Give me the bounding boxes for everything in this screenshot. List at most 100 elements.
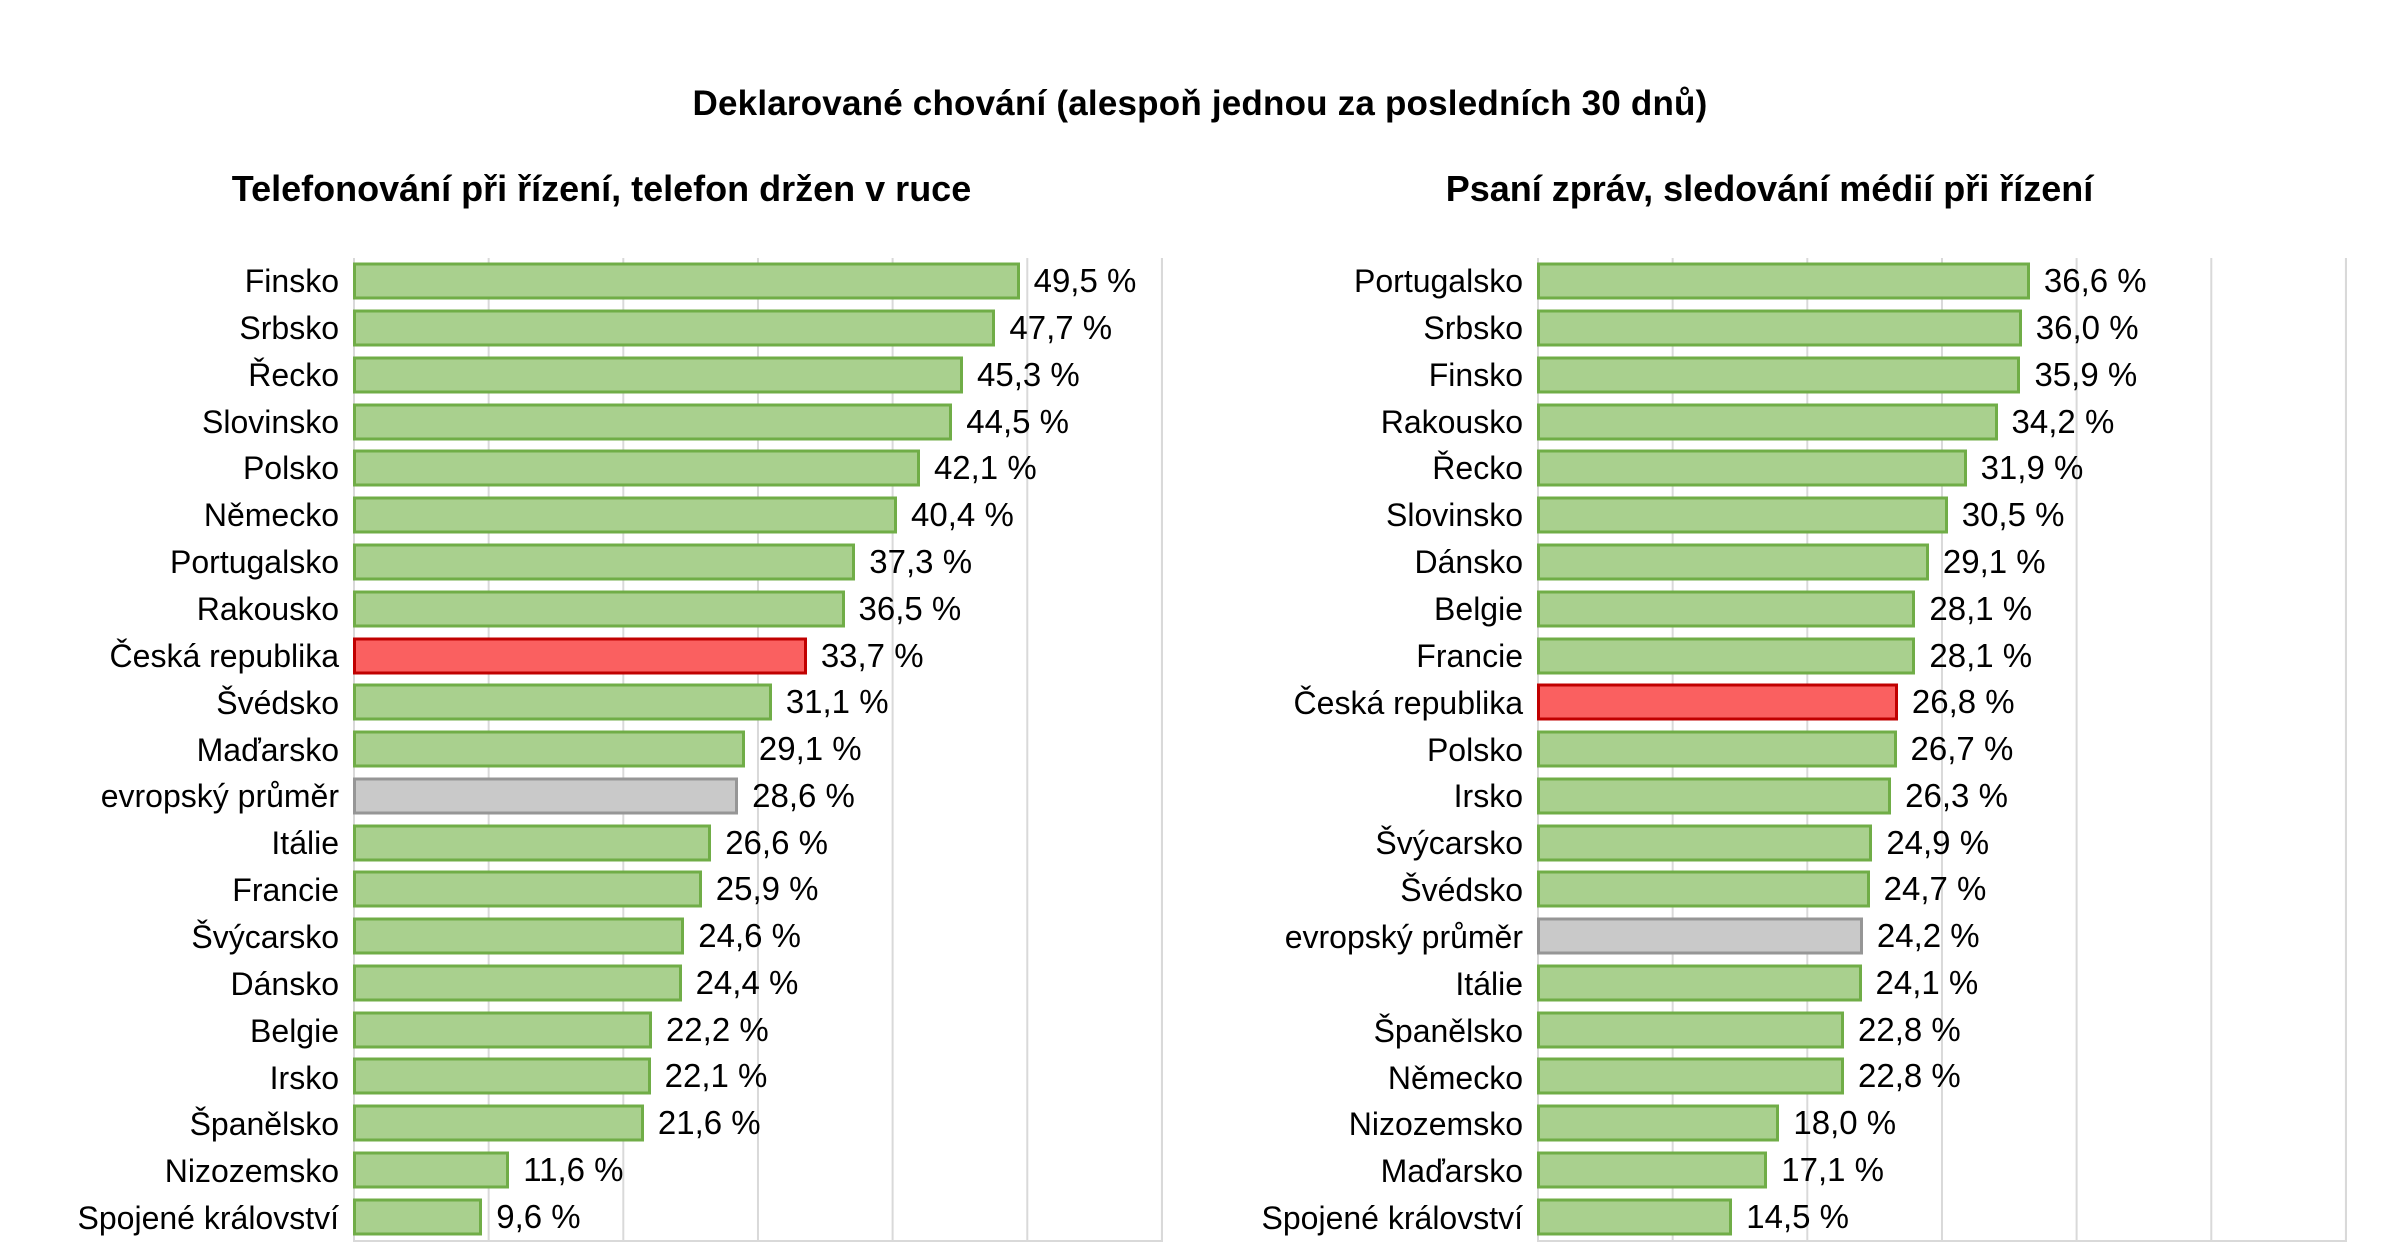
- bar: [1537, 870, 1870, 908]
- bar-row: 34,2 %: [1537, 398, 2345, 445]
- bar-row: 21,6 %: [353, 1100, 1161, 1147]
- value-label: 49,5 %: [1033, 262, 1137, 300]
- bar: [1537, 403, 1998, 441]
- category-label: Finsko: [1428, 356, 1523, 393]
- category-label: Švýcarsko: [191, 918, 339, 955]
- category-label: Francie: [1416, 637, 1523, 674]
- bar: [1537, 1104, 1780, 1142]
- bar: [1537, 777, 1892, 815]
- bar-average: [1537, 917, 1863, 955]
- category-label: Francie: [232, 872, 339, 909]
- category-label: Belgie: [250, 1012, 339, 1049]
- bar-row: 42,1 %: [353, 445, 1161, 492]
- value-label: 33,7 %: [820, 636, 924, 674]
- category-label: Spojené království: [77, 1200, 339, 1237]
- value-label: 29,1 %: [758, 730, 862, 768]
- bar: [353, 590, 845, 628]
- bar: [1537, 730, 1897, 768]
- value-label: 40,4 %: [911, 496, 1014, 534]
- category-label: Česká republika: [1293, 684, 1523, 721]
- value-label: 36,5 %: [858, 589, 962, 627]
- category-axis: Finsko Srbsko Řecko Slovinsko Polsko Německo P…: [40, 258, 353, 1242]
- category-label: Finsko: [244, 262, 339, 299]
- bar-row: 22,8 %: [1537, 1006, 2345, 1053]
- value-label: 36,6 %: [2043, 262, 2147, 300]
- category-label: Itálie: [271, 825, 339, 862]
- bar: [353, 356, 964, 394]
- bar: [1537, 496, 1948, 534]
- bar-row: 31,9 %: [1537, 445, 2345, 492]
- value-label: 11,6 %: [523, 1150, 624, 1188]
- category-label: Řecko: [248, 356, 339, 393]
- category-label: Itálie: [1455, 965, 1523, 1002]
- value-label: 25,9 %: [715, 870, 819, 908]
- value-label: 28,1 %: [1929, 589, 2033, 627]
- category-label: Rakousko: [1380, 403, 1523, 440]
- category-label: Polsko: [1426, 731, 1523, 768]
- category-label: Španělsko: [1373, 1012, 1523, 1049]
- bar-row: 36,6 %: [1537, 258, 2345, 305]
- bar-row: 11,6 %: [353, 1147, 1161, 1194]
- bar: [353, 449, 920, 487]
- bar-row: 40,4 %: [353, 492, 1161, 539]
- category-label: Švédsko: [216, 684, 339, 721]
- value-label: 37,3 %: [869, 542, 973, 580]
- category-label: Spojené království: [1261, 1200, 1523, 1237]
- bar: [353, 496, 898, 534]
- value-label: 9,6 %: [496, 1197, 581, 1235]
- category-label: Česká republika: [109, 637, 339, 674]
- bar-row: 29,1 %: [1537, 539, 2345, 586]
- category-label: Slovinsko: [202, 403, 339, 440]
- value-label: 22,1 %: [664, 1057, 768, 1095]
- plot-area: Finsko Srbsko Řecko Slovinsko Polsko Německo P…: [40, 258, 1163, 1242]
- category-label: Portugalsko: [1354, 262, 1523, 299]
- bar-row: 9,6 %: [353, 1193, 1161, 1240]
- value-label: 18,0 %: [1793, 1104, 1897, 1142]
- plot-area: Portugalsko Srbsko Finsko Rakousko Řecko Slov…: [1192, 258, 2347, 1242]
- category-label: Nizozemsko: [164, 1153, 339, 1190]
- bar: [1537, 1151, 1768, 1189]
- bar-row: 47,7 %: [353, 305, 1161, 352]
- bar-row: 25,9 %: [353, 866, 1161, 913]
- bar: [1537, 824, 1873, 862]
- category-label: Švédsko: [1400, 872, 1523, 909]
- bar-highlighted: [1537, 683, 1898, 721]
- chart-title: Telefonování při řízení, telefon držen v…: [231, 168, 972, 209]
- chart-phone-calls-while-driving: Telefonování při řízení, telefon držen v…: [40, 163, 1163, 1242]
- value-label: 22,8 %: [1858, 1010, 1961, 1048]
- category-label: Řecko: [1432, 450, 1523, 487]
- bar: [353, 403, 953, 441]
- value-label: 14,5 %: [1746, 1197, 1850, 1235]
- bar-row: 44,5 %: [353, 398, 1161, 445]
- main-title: Deklarované chování (alespoň jednou za p…: [692, 84, 1708, 123]
- value-label: 44,5 %: [966, 402, 1070, 440]
- category-label: Slovinsko: [1386, 497, 1523, 534]
- category-label: Maďarsko: [1380, 1153, 1523, 1190]
- value-label: 28,6 %: [752, 776, 855, 814]
- bar-highlighted: [353, 637, 807, 674]
- value-label: 24,4 %: [695, 963, 799, 1001]
- bar-row: 14,5 %: [1537, 1193, 2345, 1240]
- value-label: 24,9 %: [1886, 823, 1990, 861]
- bar-row: 24,7 %: [1537, 866, 2345, 913]
- value-label: 45,3 %: [977, 355, 1080, 393]
- value-label: 26,8 %: [1911, 683, 2015, 721]
- value-label: 21,6 %: [657, 1104, 761, 1142]
- bar-row: 26,3 %: [1537, 772, 2345, 819]
- value-label: 36,0 %: [2035, 309, 2139, 347]
- bar-row: 45,3 %: [353, 352, 1161, 399]
- category-label: Německo: [203, 497, 339, 534]
- bar: [1537, 449, 1967, 487]
- bar: [1537, 964, 1862, 1002]
- bar-row: 24,6 %: [353, 913, 1161, 960]
- value-label: 26,6 %: [725, 823, 828, 861]
- bar-average: [353, 777, 739, 815]
- value-label: 26,7 %: [1910, 730, 2014, 768]
- value-label: 24,1 %: [1875, 963, 1979, 1001]
- bar-row: 49,5 %: [353, 258, 1161, 305]
- bar: [353, 824, 712, 862]
- bar-row: 36,0 %: [1537, 305, 2345, 352]
- value-label: 47,7 %: [1009, 309, 1113, 347]
- bar: [353, 1011, 652, 1049]
